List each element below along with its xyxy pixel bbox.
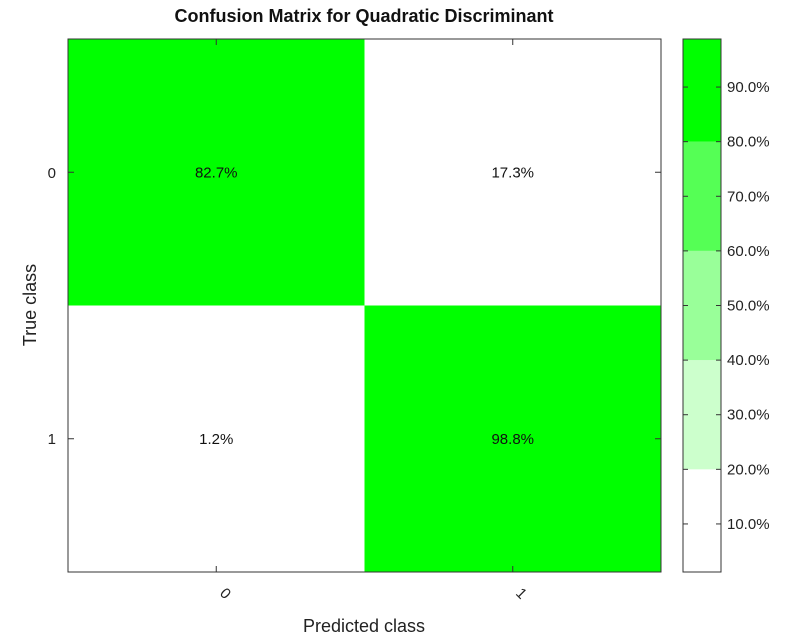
axis-tick-marks (68, 39, 661, 572)
colorbar-ticks: 10.0% 20.0% 30.0% 40.0% 50.0% 60.0% 70.0% 80.0%… (683, 79, 770, 533)
cell-label-0-1: 17.3% (491, 164, 534, 181)
heatmap-cells: 82.7% 17.3% 1.2% 98.8% (68, 39, 661, 572)
colorbar-tick-label-5: 60.0% (727, 243, 770, 260)
heatmap-cell-0-1 (364, 39, 661, 306)
x-tick-1: 1 (512, 585, 530, 603)
cell-label-1-1: 98.8% (491, 431, 534, 448)
colorbar-tick-label-1: 20.0% (727, 461, 770, 478)
colorbar-band-2 (683, 250, 721, 361)
colorbar-tick-label-7: 80.0% (727, 134, 770, 151)
colorbar-tick-label-8: 90.0% (727, 79, 770, 96)
heatmap-cell-0-0 (68, 39, 365, 306)
heatmap-cell-1-0 (68, 305, 365, 572)
colorbar-band-1 (683, 360, 721, 470)
chart-title: Confusion Matrix for Quadratic Discrimin… (174, 6, 553, 26)
heatmap-frame (67, 38, 662, 573)
y-tick-0: 0 (48, 165, 56, 182)
colorbar-tick-label-3: 40.0% (727, 352, 770, 369)
heatmap-cell-1-1 (364, 305, 661, 572)
y-tick-1: 1 (48, 431, 56, 448)
colorbar (683, 39, 721, 572)
colorbar-band-4 (683, 39, 721, 142)
colorbar-tick-label-4: 50.0% (727, 298, 770, 315)
x-tick-0: 0 (216, 585, 234, 603)
cell-label-1-0: 1.2% (199, 431, 233, 448)
cell-label-0-0: 82.7% (195, 164, 238, 181)
colorbar-tick-label-2: 30.0% (727, 407, 770, 424)
colorbar-band-0 (683, 469, 721, 572)
colorbar-tick-label-6: 70.0% (727, 188, 770, 205)
x-axis-label: Predicted class (303, 616, 425, 636)
y-axis-label: True class (20, 264, 40, 346)
colorbar-band-3 (683, 141, 721, 251)
colorbar-tick-label-0: 10.0% (727, 516, 770, 533)
